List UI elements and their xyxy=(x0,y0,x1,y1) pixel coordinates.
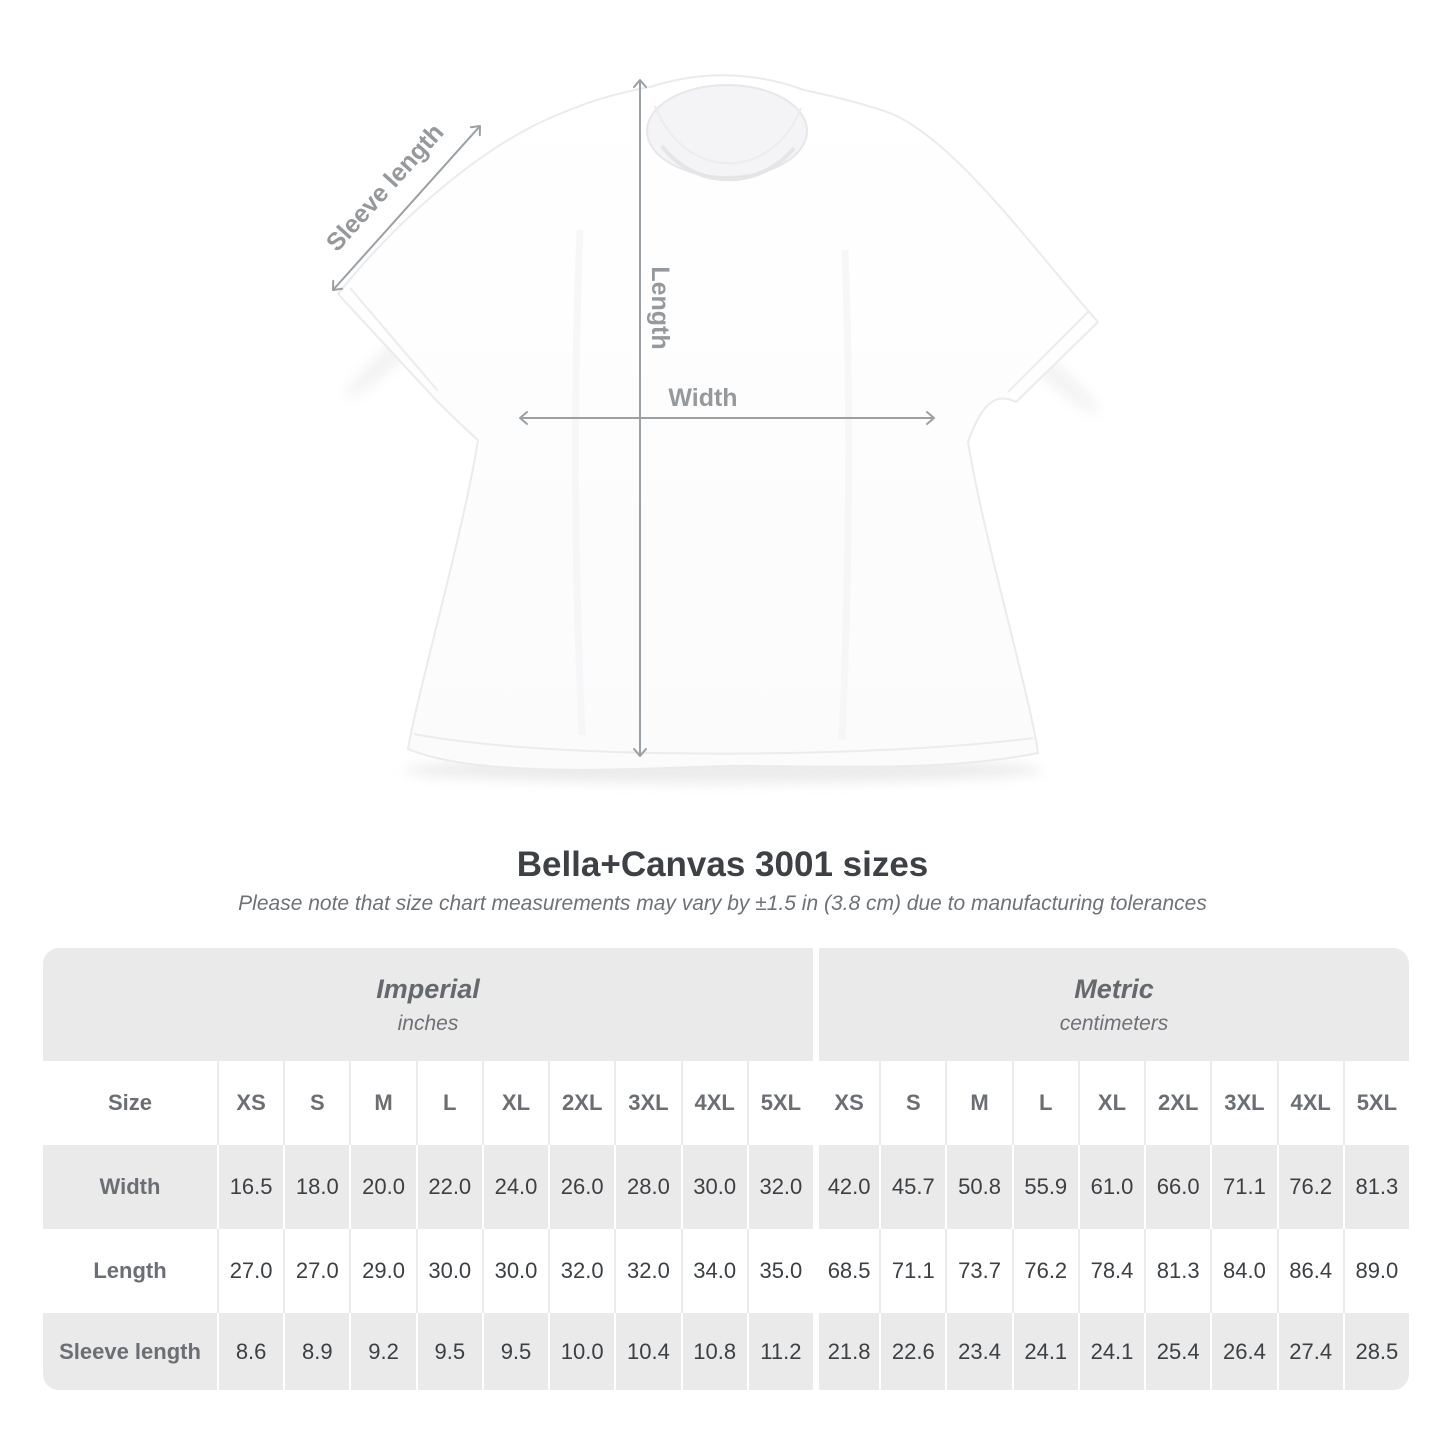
value-metric: 28.5 xyxy=(1342,1313,1409,1390)
value-imperial: 30.0 xyxy=(415,1229,482,1313)
value-imperial: 29.0 xyxy=(349,1229,416,1313)
sleeve-length-arrow xyxy=(332,125,481,291)
size-header-metric: XS xyxy=(812,1061,880,1145)
value-imperial: 16.5 xyxy=(217,1145,284,1229)
value-imperial: 22.0 xyxy=(415,1145,482,1229)
value-imperial: 18.0 xyxy=(283,1145,350,1229)
value-metric: 42.0 xyxy=(812,1145,880,1229)
value-imperial: 35.0 xyxy=(746,1229,813,1313)
value-imperial: 34.0 xyxy=(680,1229,747,1313)
size-header-metric: M xyxy=(945,1061,1012,1145)
size-header-metric: L xyxy=(1011,1061,1078,1145)
unit-group-metric: Metric centimeters xyxy=(812,948,1409,1061)
value-imperial: 11.2 xyxy=(746,1313,813,1390)
page-title: Bella+Canvas 3001 sizes xyxy=(516,845,929,884)
tshirt-illustration: Sleeve length Length Width xyxy=(321,74,1099,783)
value-metric: 71.1 xyxy=(1210,1145,1277,1229)
value-imperial: 9.5 xyxy=(415,1313,482,1390)
size-header-imperial: 4XL xyxy=(680,1061,747,1145)
size-header-metric: 5XL xyxy=(1342,1061,1409,1145)
value-metric: 81.3 xyxy=(1144,1229,1211,1313)
size-chart-table: Imperial inches Metric centimeters Size X… xyxy=(43,948,1409,1390)
value-metric: 24.1 xyxy=(1077,1313,1145,1390)
size-header-metric: 2XL xyxy=(1144,1061,1211,1145)
value-imperial: 32.0 xyxy=(548,1229,615,1313)
value-metric: 78.4 xyxy=(1077,1229,1145,1313)
value-imperial: 27.0 xyxy=(283,1229,350,1313)
value-imperial: 30.0 xyxy=(481,1229,549,1313)
right-cuff-stitch xyxy=(1007,311,1089,393)
size-header-imperial: 2XL xyxy=(548,1061,615,1145)
value-metric: 81.3 xyxy=(1342,1145,1409,1229)
page-subtitle: Please note that size chart measurements… xyxy=(238,892,1207,915)
row-label: Width xyxy=(43,1145,217,1229)
value-metric: 66.0 xyxy=(1144,1145,1211,1229)
unit-group-imperial: Imperial inches xyxy=(43,948,813,1061)
size-header-metric: S xyxy=(879,1061,946,1145)
size-header-imperial: XL xyxy=(481,1061,549,1145)
value-metric: 61.0 xyxy=(1077,1145,1145,1229)
size-chart-grid: Imperial inches Metric centimeters Size X… xyxy=(43,948,1409,1390)
value-metric: 76.2 xyxy=(1011,1229,1078,1313)
value-metric: 22.6 xyxy=(879,1313,946,1390)
value-metric: 71.1 xyxy=(879,1229,946,1313)
collar-opening xyxy=(646,84,808,178)
value-metric: 45.7 xyxy=(879,1145,946,1229)
value-imperial: 24.0 xyxy=(481,1145,549,1229)
size-header-metric: XL xyxy=(1077,1061,1145,1145)
value-metric: 25.4 xyxy=(1144,1313,1211,1390)
size-header-imperial: S xyxy=(283,1061,350,1145)
value-imperial: 27.0 xyxy=(217,1229,284,1313)
value-metric: 27.4 xyxy=(1276,1313,1343,1390)
value-metric: 68.5 xyxy=(812,1229,880,1313)
size-header-imperial: L xyxy=(415,1061,482,1145)
value-metric: 76.2 xyxy=(1276,1145,1343,1229)
imperial-sublabel: inches xyxy=(397,1011,459,1035)
value-imperial: 32.0 xyxy=(746,1145,813,1229)
collar-stitch xyxy=(654,105,802,165)
width-label: Width xyxy=(668,384,737,412)
imperial-label: Imperial xyxy=(376,973,480,1004)
size-header-imperial: 5XL xyxy=(746,1061,813,1145)
size-header-imperial: XS xyxy=(217,1061,284,1145)
value-imperial: 8.9 xyxy=(283,1313,350,1390)
metric-sublabel: centimeters xyxy=(1059,1011,1169,1035)
value-metric: 21.8 xyxy=(812,1313,880,1390)
size-column-header: Size xyxy=(43,1061,217,1145)
length-label: Length xyxy=(646,266,674,349)
row-label: Length xyxy=(43,1229,217,1313)
size-header-imperial: M xyxy=(349,1061,416,1145)
metric-label: Metric xyxy=(1074,973,1154,1004)
hem-stitch xyxy=(413,733,1034,755)
value-imperial: 10.4 xyxy=(614,1313,681,1390)
fabric-fold-2 xyxy=(838,249,853,741)
value-imperial: 9.5 xyxy=(481,1313,549,1390)
value-imperial: 10.8 xyxy=(680,1313,747,1390)
size-header-metric: 3XL xyxy=(1210,1061,1277,1145)
value-metric: 89.0 xyxy=(1342,1229,1409,1313)
value-metric: 86.4 xyxy=(1276,1229,1343,1313)
value-metric: 84.0 xyxy=(1210,1229,1277,1313)
value-metric: 55.9 xyxy=(1011,1145,1078,1229)
fabric-fold-1 xyxy=(572,229,586,736)
row-label: Sleeve length xyxy=(43,1313,217,1390)
size-header-metric: 4XL xyxy=(1276,1061,1343,1145)
size-header-imperial: 3XL xyxy=(614,1061,681,1145)
value-imperial: 32.0 xyxy=(614,1229,681,1313)
value-metric: 50.8 xyxy=(945,1145,1012,1229)
value-imperial: 9.2 xyxy=(349,1313,416,1390)
value-imperial: 10.0 xyxy=(548,1313,615,1390)
value-metric: 26.4 xyxy=(1210,1313,1277,1390)
value-imperial: 30.0 xyxy=(680,1145,747,1229)
value-metric: 73.7 xyxy=(945,1229,1012,1313)
value-metric: 24.1 xyxy=(1011,1313,1078,1390)
value-imperial: 26.0 xyxy=(548,1145,615,1229)
value-metric: 23.4 xyxy=(945,1313,1012,1390)
collar-inner-shadow xyxy=(660,144,796,182)
value-imperial: 28.0 xyxy=(614,1145,681,1229)
left-cuff-stitch xyxy=(349,287,439,392)
value-imperial: 8.6 xyxy=(217,1313,284,1390)
value-imperial: 20.0 xyxy=(349,1145,416,1229)
